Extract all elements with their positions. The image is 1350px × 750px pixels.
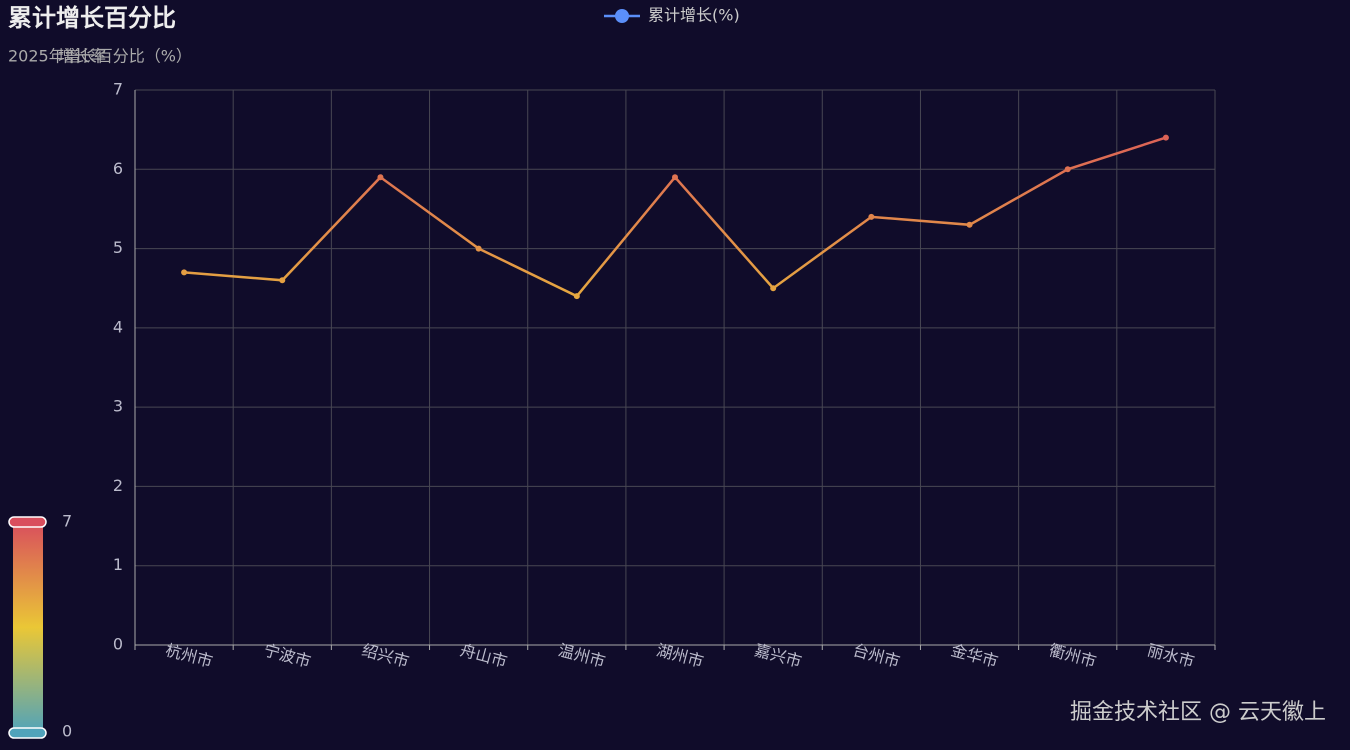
data-point xyxy=(475,245,482,252)
visual-map-handle xyxy=(8,727,47,739)
visual-map-min: 0 xyxy=(62,722,72,741)
data-point xyxy=(377,174,384,181)
y-tick-label: 2 xyxy=(113,476,123,495)
data-point xyxy=(279,277,286,284)
visual-map-handle xyxy=(8,516,47,528)
legend-label: 累计增长(%) xyxy=(648,6,740,25)
visual-map-bar xyxy=(13,522,43,733)
chart-title: 累计增长百分比 xyxy=(8,4,176,32)
data-point xyxy=(573,293,580,300)
legend-marker xyxy=(615,9,629,23)
y-tick-label: 5 xyxy=(113,238,123,257)
y-axis-name: 增长率 xyxy=(58,47,106,66)
data-point xyxy=(1064,166,1071,173)
y-tick-label: 4 xyxy=(113,317,123,336)
data-point xyxy=(966,221,973,228)
data-point xyxy=(868,213,875,220)
y-tick-label: 7 xyxy=(113,80,123,99)
y-tick-label: 1 xyxy=(113,555,123,574)
data-point xyxy=(672,174,678,181)
y-tick-label: 6 xyxy=(113,159,123,178)
watermark: 掘金技术社区 @ 云天徽上 xyxy=(1070,700,1326,725)
data-point xyxy=(1162,134,1169,141)
y-tick-label: 0 xyxy=(113,635,123,654)
y-tick-label: 3 xyxy=(113,397,123,416)
data-point xyxy=(181,269,188,276)
visual-map-max: 7 xyxy=(62,512,72,531)
data-point xyxy=(770,285,777,292)
chart-subtitle: 2025年增长百分比（%） xyxy=(8,47,192,66)
